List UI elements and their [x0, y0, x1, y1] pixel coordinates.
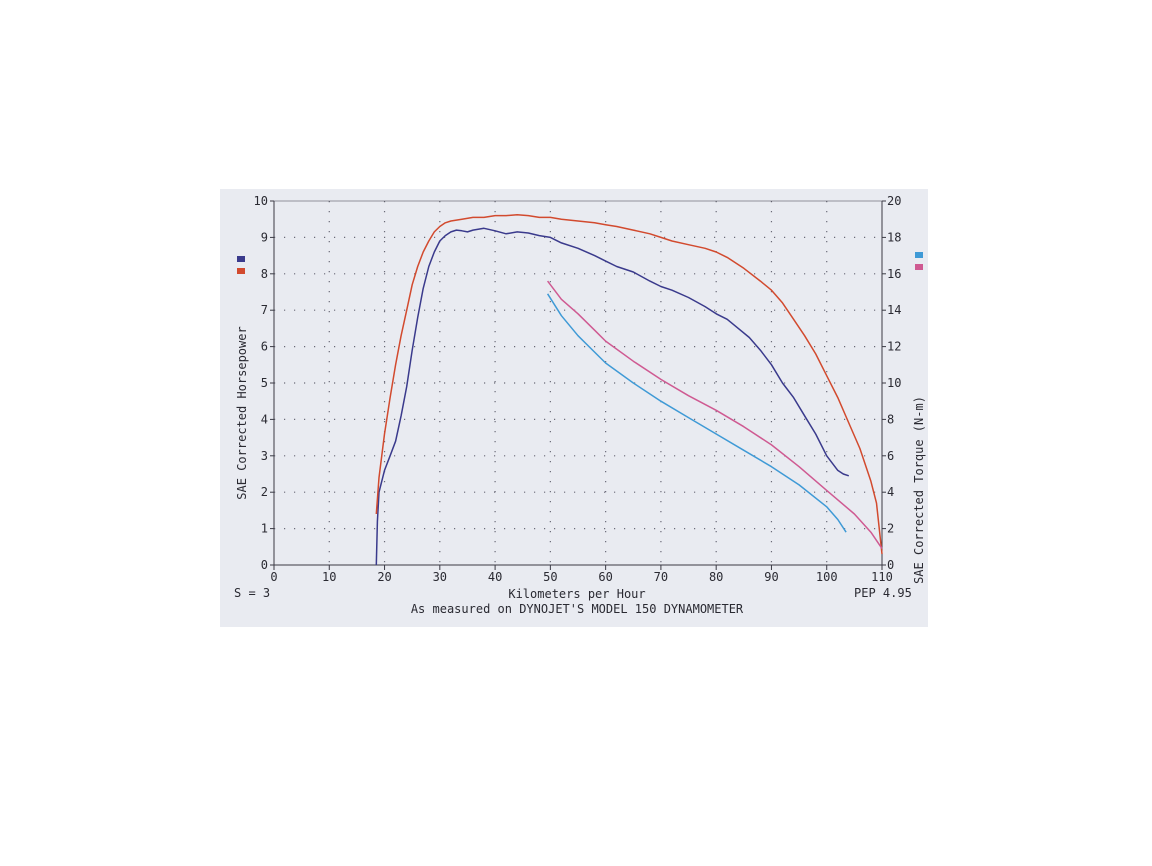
- dyno-chart: 0 10 20 30 40 50 60 70 80 90 100 110012345678910024…: [234, 194, 926, 616]
- y-tick-label-right: 14: [887, 303, 901, 317]
- x-tick-label: 70: [654, 570, 668, 584]
- y-tick-label-left: 3: [261, 449, 268, 463]
- y-tick-label-right: 12: [887, 340, 901, 354]
- legend-marker-left-2: [237, 268, 245, 274]
- series: [375, 214, 883, 566]
- y-tick-label-right: 8: [887, 412, 894, 426]
- y-tick-label-left: 8: [261, 267, 268, 281]
- y-tick-label-right: 6: [887, 449, 894, 463]
- x-tick-label: 90: [764, 570, 778, 584]
- y-tick-label-left: 10: [254, 194, 268, 208]
- legend-marker-right-2: [915, 264, 923, 270]
- y-tick-label-left: 5: [261, 376, 268, 390]
- y-tick-label-right: 16: [887, 267, 901, 281]
- x-tick-label: 30: [433, 570, 447, 584]
- y-tick-label-left: 1: [261, 522, 268, 536]
- x-tick-label: 0: [270, 570, 277, 584]
- x-tick-label: 20: [377, 570, 391, 584]
- x-tick-label: 110: [871, 570, 893, 584]
- y-tick-label-right: 20: [887, 194, 901, 208]
- x-tick-label: 10: [322, 570, 336, 584]
- y-tick-label-right: 10: [887, 376, 901, 390]
- y-axis-title-right: SAE Corrected Torque (N-m): [912, 396, 926, 584]
- legend: [237, 252, 923, 274]
- footer-right-label: PEP 4.95: [854, 586, 912, 600]
- x-tick-label: 60: [598, 570, 612, 584]
- footnote: As measured on DYNOJET'S MODEL 150 DYNAM…: [411, 602, 744, 616]
- x-tick-label: 40: [488, 570, 502, 584]
- y-tick-label-right: 18: [887, 230, 901, 244]
- y-tick-label-left: 4: [261, 412, 268, 426]
- x-tick-label: 50: [543, 570, 557, 584]
- legend-marker-right-1: [915, 252, 923, 258]
- legend-marker-left-1: [237, 256, 245, 262]
- x-axis-title: Kilometers per Hour: [508, 587, 645, 601]
- y-tick-label-left: 9: [261, 230, 268, 244]
- grid: [274, 201, 882, 565]
- axes: [270, 200, 886, 570]
- dyno-chart-card: 0 10 20 30 40 50 60 70 80 90 100 110 0 1 2 3 4 5 6 7 8 9 10 0 2 4…: [220, 189, 928, 627]
- y-tick-label-left: 7: [261, 303, 268, 317]
- y-tick-label-left: 6: [261, 340, 268, 354]
- y-tick-label-right: 4: [887, 485, 894, 499]
- y-tick-label-left: 2: [261, 485, 268, 499]
- series-line-2: [375, 214, 883, 555]
- series-line-3: [546, 293, 847, 533]
- y-tick-label-left: 0: [261, 558, 268, 572]
- tick-labels: 0 10 20 30 40 50 60 70 80 90 100 110012345678910024…: [254, 194, 902, 584]
- series-line-4: [547, 280, 883, 550]
- series-line-1: [375, 227, 850, 566]
- x-tick-label: 100: [816, 570, 838, 584]
- x-tick-label: 80: [709, 570, 723, 584]
- y-tick-label-right: 2: [887, 522, 894, 536]
- footer-left-label: S = 3: [234, 586, 270, 600]
- y-axis-title-left: SAE Corrected Horsepower: [235, 326, 249, 499]
- y-tick-label-right: 0: [887, 558, 894, 572]
